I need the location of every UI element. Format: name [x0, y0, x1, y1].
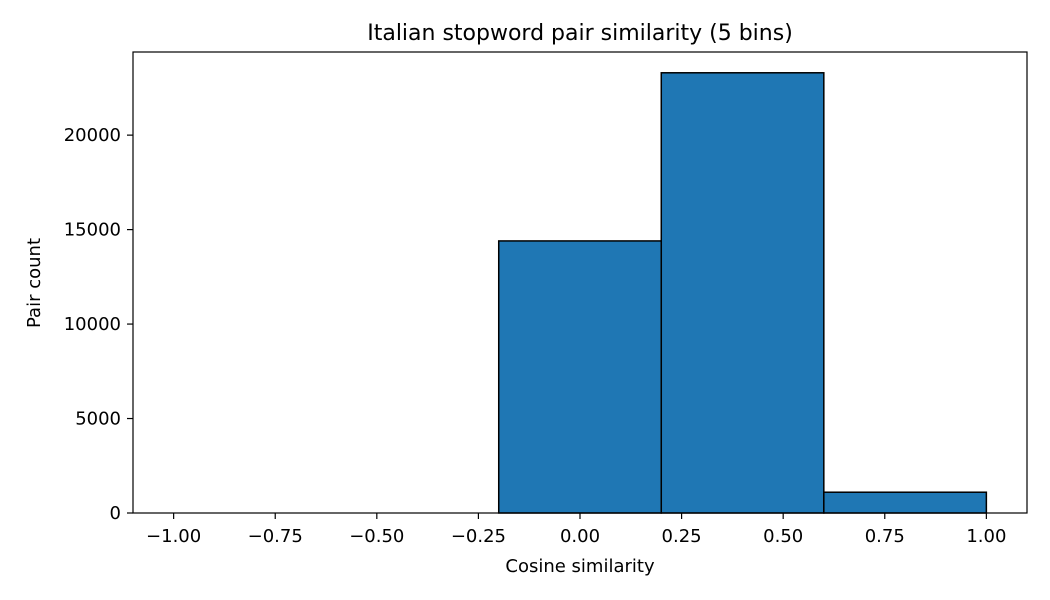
y-tick-label: 15000 — [64, 220, 121, 241]
y-tick-label: 0 — [110, 503, 121, 524]
y-axis-ticks: 0 5000 10000 15000 20000 — [64, 125, 133, 524]
x-tick-label: 0.75 — [865, 526, 905, 547]
bars-group — [497, 72, 988, 514]
histogram-bar — [660, 72, 825, 514]
y-axis-label: Pair count — [24, 238, 45, 328]
x-tick-label: 0.25 — [662, 526, 702, 547]
x-tick-label: −0.75 — [248, 526, 303, 547]
x-tick-label: 0.50 — [763, 526, 803, 547]
y-tick-label: 10000 — [64, 314, 121, 335]
x-tick-label: 1.00 — [966, 526, 1006, 547]
x-tick-label: −0.50 — [349, 526, 404, 547]
x-axis-label: Cosine similarity — [505, 556, 655, 577]
chart-title: Italian stopword pair similarity (5 bins… — [367, 21, 793, 46]
x-tick-label: 0.00 — [560, 526, 600, 547]
x-tick-label: −1.00 — [146, 526, 201, 547]
histogram-bar — [497, 240, 663, 514]
x-axis-ticks: −1.00 −0.75 −0.50 −0.25 0.00 0.25 0.50 0.75 1.00 — [146, 513, 1006, 547]
x-tick-label: −0.25 — [451, 526, 506, 547]
y-tick-label: 20000 — [64, 125, 121, 146]
histogram-bar — [823, 491, 988, 514]
y-tick-label: 5000 — [75, 409, 121, 430]
